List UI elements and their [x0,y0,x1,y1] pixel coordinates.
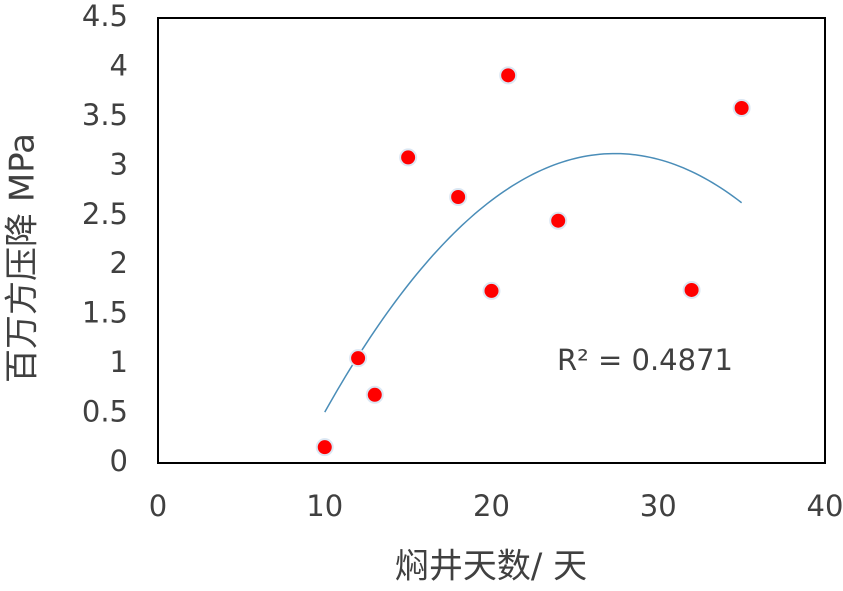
scatter-point [399,148,418,167]
scatter-point [732,98,751,117]
r-squared-label: R² = 0.4871 [557,343,733,377]
scatter-point [315,438,334,457]
x-tick-label: 10 [306,489,343,523]
y-axis-title: 百万方压降 MPa [3,133,43,383]
x-axis-title: 焖井天数/ 天 [395,547,587,587]
scatter-point [482,281,501,300]
y-tick-label: 3.5 [82,98,128,132]
scatter-point [682,280,701,299]
x-tick-label: 30 [640,489,677,523]
scatter-point [499,66,518,85]
scatter-point [365,385,384,404]
scatter-point [449,187,468,206]
trendline [324,152,743,413]
y-tick-label: 1.5 [82,296,128,330]
y-tick-label: 0.5 [82,395,128,429]
y-tick-label: 4.5 [82,0,128,33]
y-tick-label: 4 [110,48,128,82]
x-tick-label: 40 [807,489,843,523]
x-tick-label: 20 [473,489,510,523]
plot-area [157,17,826,464]
scatter-point [549,211,568,230]
x-tick-label: 0 [149,489,167,523]
y-tick-label: 2 [110,246,128,280]
y-tick-label: 1 [110,345,128,379]
scatter-point [349,349,368,368]
y-tick-label: 0 [110,444,128,478]
y-tick-label: 2.5 [82,197,128,231]
y-tick-label: 3 [110,147,128,181]
